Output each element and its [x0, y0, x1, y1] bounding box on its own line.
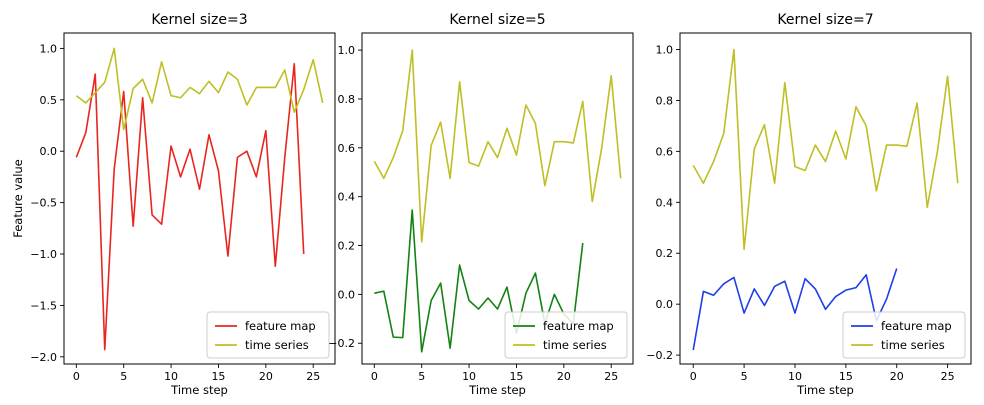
legend-box — [206, 311, 330, 359]
legend: feature map time series — [504, 311, 628, 359]
y-tick-label: 0.0 — [656, 298, 674, 311]
x-tick-label: 10 — [164, 370, 178, 383]
series-line-time-series — [373, 49, 622, 243]
legend: feature map time series — [842, 311, 966, 359]
y-tick-label: −0.2 — [646, 349, 673, 362]
series-line-feature-map — [692, 268, 898, 351]
x-tick-label: 0 — [73, 370, 80, 383]
y-tick-label: 1.0 — [656, 44, 674, 57]
x-tick-label: 15 — [211, 370, 225, 383]
y-tick-label: 0.2 — [656, 247, 674, 260]
chart-panel-1: 0 5 10 15 20 25 −2.0 −1.5 −1.0 −0.5 0.0 0.5 1.0 Kerne… — [11, 12, 336, 397]
x-tick-label: 0 — [371, 370, 378, 383]
series-line-time-series — [75, 47, 324, 131]
x-tick-label: 25 — [941, 370, 955, 383]
y-tick-label: 0.8 — [338, 93, 356, 106]
x-tick-label: 5 — [418, 370, 425, 383]
legend-label: time series — [543, 338, 607, 352]
legend-label: time series — [245, 338, 309, 352]
y-tick-label: 0.2 — [338, 240, 356, 253]
y-tick-label: 0.0 — [338, 288, 356, 301]
y-tick-label: −1.0 — [30, 248, 57, 261]
legend-box — [842, 311, 966, 359]
y-tick-label: 0.4 — [656, 196, 674, 209]
x-tick-label: 10 — [462, 370, 476, 383]
x-tick-label: 5 — [120, 370, 127, 383]
legend-label: feature map — [245, 319, 316, 333]
x-tick-label: 20 — [557, 370, 571, 383]
y-tick-label: 1.0 — [338, 44, 356, 57]
x-tick-label: 5 — [741, 370, 748, 383]
x-tick-label: 0 — [690, 370, 697, 383]
chart-title: Kernel size=7 — [777, 12, 873, 28]
y-tick-label: −0.5 — [30, 197, 57, 210]
series-line-time-series — [692, 48, 959, 251]
y-tick-label: 0.4 — [338, 191, 356, 204]
series-line-feature-map — [75, 63, 305, 351]
y-tick-label: 1.0 — [40, 42, 58, 55]
x-tick-label: 15 — [509, 370, 523, 383]
x-tick-label: 15 — [839, 370, 853, 383]
y-tick-label: −1.5 — [30, 299, 57, 312]
legend-label: feature map — [881, 319, 952, 333]
y-tick-label: 0.5 — [40, 94, 58, 107]
x-tick-label: 20 — [890, 370, 904, 383]
x-axis-label: Time step — [796, 383, 854, 397]
y-tick-label: −0.2 — [328, 337, 355, 350]
x-tick-label: 25 — [306, 370, 320, 383]
x-tick-label: 10 — [788, 370, 802, 383]
y-tick-label: 0.8 — [656, 94, 674, 107]
y-tick-label: 0.0 — [40, 145, 58, 158]
x-axis-label: Time step — [468, 383, 526, 397]
y-tick-label: −2.0 — [30, 351, 57, 364]
legend-label: time series — [881, 338, 945, 352]
axes-frame — [679, 32, 972, 365]
axes-frame — [361, 32, 634, 365]
legend-box — [504, 311, 628, 359]
chart-title: Kernel size=5 — [449, 12, 545, 28]
y-tick-label: 0.6 — [656, 145, 674, 158]
y-tick-label: 0.6 — [338, 142, 356, 155]
x-tick-label: 25 — [604, 370, 618, 383]
x-tick-label: 20 — [259, 370, 273, 383]
chart-panel-2: 0 5 10 15 20 25 −0.2 0.0 0.2 0.4 0.6 0.8 1.0 Kernel s… — [328, 12, 634, 397]
y-axis-label: Feature value — [11, 159, 25, 238]
legend: feature map time series — [206, 311, 330, 359]
x-axis-label: Time step — [170, 383, 228, 397]
legend-label: feature map — [543, 319, 614, 333]
axes-frame — [63, 32, 336, 365]
chart-panel-3: 0 5 10 15 20 25 −0.2 0.0 0.2 0.4 0.6 0.8 1.0 Kernel s… — [646, 12, 972, 397]
chart-title: Kernel size=3 — [151, 12, 247, 28]
